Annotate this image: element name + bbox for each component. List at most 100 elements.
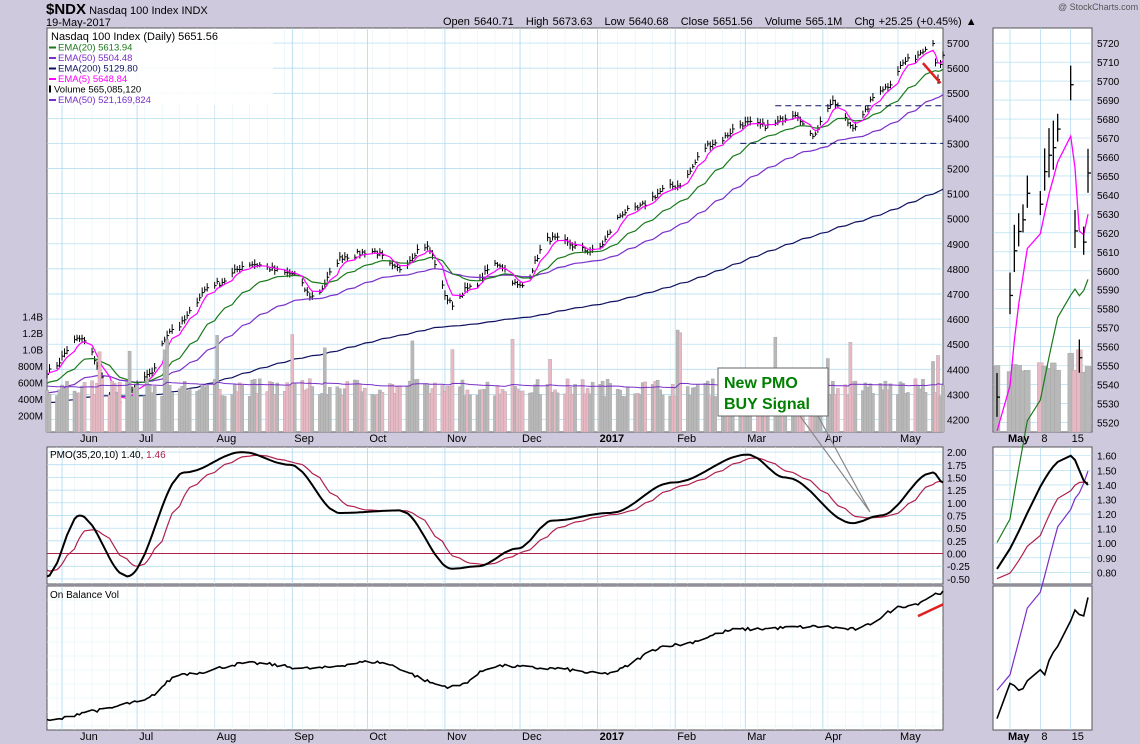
inset-ema20-line: [996, 279, 1089, 543]
price-month-label: May: [900, 433, 921, 445]
price-bar: [76, 334, 80, 342]
inset-pmo-tick-label: 0.80: [1097, 568, 1117, 579]
exchange: INDX: [181, 5, 208, 17]
inset-price-tick-label: 5690: [1097, 96, 1120, 107]
volume-bar: [323, 347, 327, 433]
volume-bar: [871, 393, 875, 433]
price-bar: [449, 297, 452, 304]
price-bar: [727, 132, 730, 139]
price-bar: [852, 124, 855, 132]
price-bar: [779, 115, 783, 121]
inset-price-tick-label: 5700: [1097, 77, 1120, 88]
annotation-pointer: [799, 415, 871, 513]
price-tick-label: 5600: [947, 64, 970, 75]
price-bar: [344, 252, 347, 261]
inset-price-tick-label: 5580: [1097, 305, 1120, 316]
price-bar: [832, 95, 835, 105]
price-bar: [709, 141, 713, 151]
inset-price-tick-label: 5710: [1097, 58, 1120, 69]
price-tick-label: 5700: [947, 39, 970, 50]
ema5-line: [46, 49, 944, 400]
pmo-tick-label: -0.25: [947, 562, 970, 573]
price-tick-label: 5100: [947, 190, 970, 201]
price-bar: [537, 254, 540, 262]
price-tick-label: 4800: [947, 265, 970, 276]
volume-value: Volume 565.1M: [764, 16, 843, 28]
price-bar: [764, 125, 768, 132]
price-bar: [484, 265, 487, 275]
volume-bar: [275, 382, 280, 433]
price-bar: [604, 235, 608, 243]
inset-price-tick-label: 5530: [1097, 400, 1120, 411]
price-month-label: Dec: [522, 433, 542, 445]
price-tick-label: 4200: [947, 415, 970, 426]
inset-price-tick-label: 5720: [1097, 39, 1120, 50]
pmo-label: PMO(35,20,10) 1.40, 1.46: [50, 450, 166, 461]
open-value: Open 5640.71: [443, 16, 514, 28]
obv-month-label: Aug: [217, 731, 237, 743]
volume-bar: [836, 388, 840, 433]
volume-tick-label: 200M: [18, 412, 43, 423]
inset-price-bar: [1048, 128, 1052, 178]
inset-price-tick-label: 5550: [1097, 362, 1120, 373]
price-tick-label: 4400: [947, 365, 970, 376]
inset-obv-month-label: May: [1008, 731, 1030, 743]
volume-bar: [573, 384, 577, 433]
price-bar: [784, 114, 788, 123]
price-bar: [74, 335, 77, 344]
volume-bar: [135, 383, 139, 433]
inset-pmo-tick-label: 1.10: [1097, 525, 1117, 536]
price-bar: [381, 250, 385, 260]
price-bar: [889, 80, 893, 89]
high-value: High 5673.63: [525, 16, 593, 28]
price-bar: [914, 54, 918, 63]
volume-bar: [170, 391, 174, 433]
price-bar: [416, 244, 420, 254]
price-month-label: Aug: [217, 433, 237, 445]
price-bar: [234, 264, 237, 274]
price-bar: [677, 180, 680, 191]
price-bar: [799, 116, 803, 126]
price-bar: [829, 99, 833, 109]
volume-tick-label: 1.4B: [22, 313, 43, 324]
price-bar: [259, 262, 262, 268]
price-bar: [932, 40, 935, 47]
price-tick-label: 5300: [947, 139, 970, 150]
price-bar: [236, 265, 240, 273]
price-bar: [79, 335, 82, 342]
volume-bar: [240, 385, 244, 433]
change-value: Chg +25.25 (+0.45%): [854, 16, 962, 28]
watermark: @ StockCharts.com: [1058, 2, 1139, 12]
inset-price-bar: [1018, 213, 1022, 247]
price-bar: [872, 92, 875, 102]
price-bar: [574, 241, 578, 250]
inset-price-bar: [1074, 209, 1078, 249]
price-month-label: Apr: [825, 433, 842, 445]
legend-entry: EMA(50) 521,169,824: [58, 95, 151, 106]
price-bar: [444, 290, 447, 300]
pmo-tick-label: 2.00: [947, 448, 967, 459]
price-bar: [904, 57, 908, 65]
price-bar: [652, 191, 655, 201]
inset-price-tick-label: 5650: [1097, 172, 1120, 183]
price-bar: [459, 293, 462, 299]
volume-bar: [433, 382, 437, 433]
price-bar: [499, 263, 503, 269]
price-bar: [654, 194, 658, 200]
price-bar: [254, 259, 257, 269]
price-bar: [66, 346, 70, 355]
inset-price-tick-label: 5560: [1097, 343, 1120, 354]
annotation-line-1: New PMO: [724, 375, 798, 392]
price-month-label: Feb: [677, 433, 696, 445]
price-tick-label: 4500: [947, 340, 970, 351]
pmo-tick-label: 0.50: [947, 524, 967, 535]
volume-bar: [853, 380, 858, 433]
price-bar: [517, 280, 520, 288]
price-bar: [642, 200, 645, 206]
price-bar: [356, 248, 360, 254]
price-month-label: Jul: [139, 433, 153, 445]
pmo-line: [46, 451, 944, 578]
price-bar: [189, 306, 192, 314]
price-bar: [522, 283, 525, 288]
inset-obv-month-label: 8: [1041, 731, 1047, 743]
